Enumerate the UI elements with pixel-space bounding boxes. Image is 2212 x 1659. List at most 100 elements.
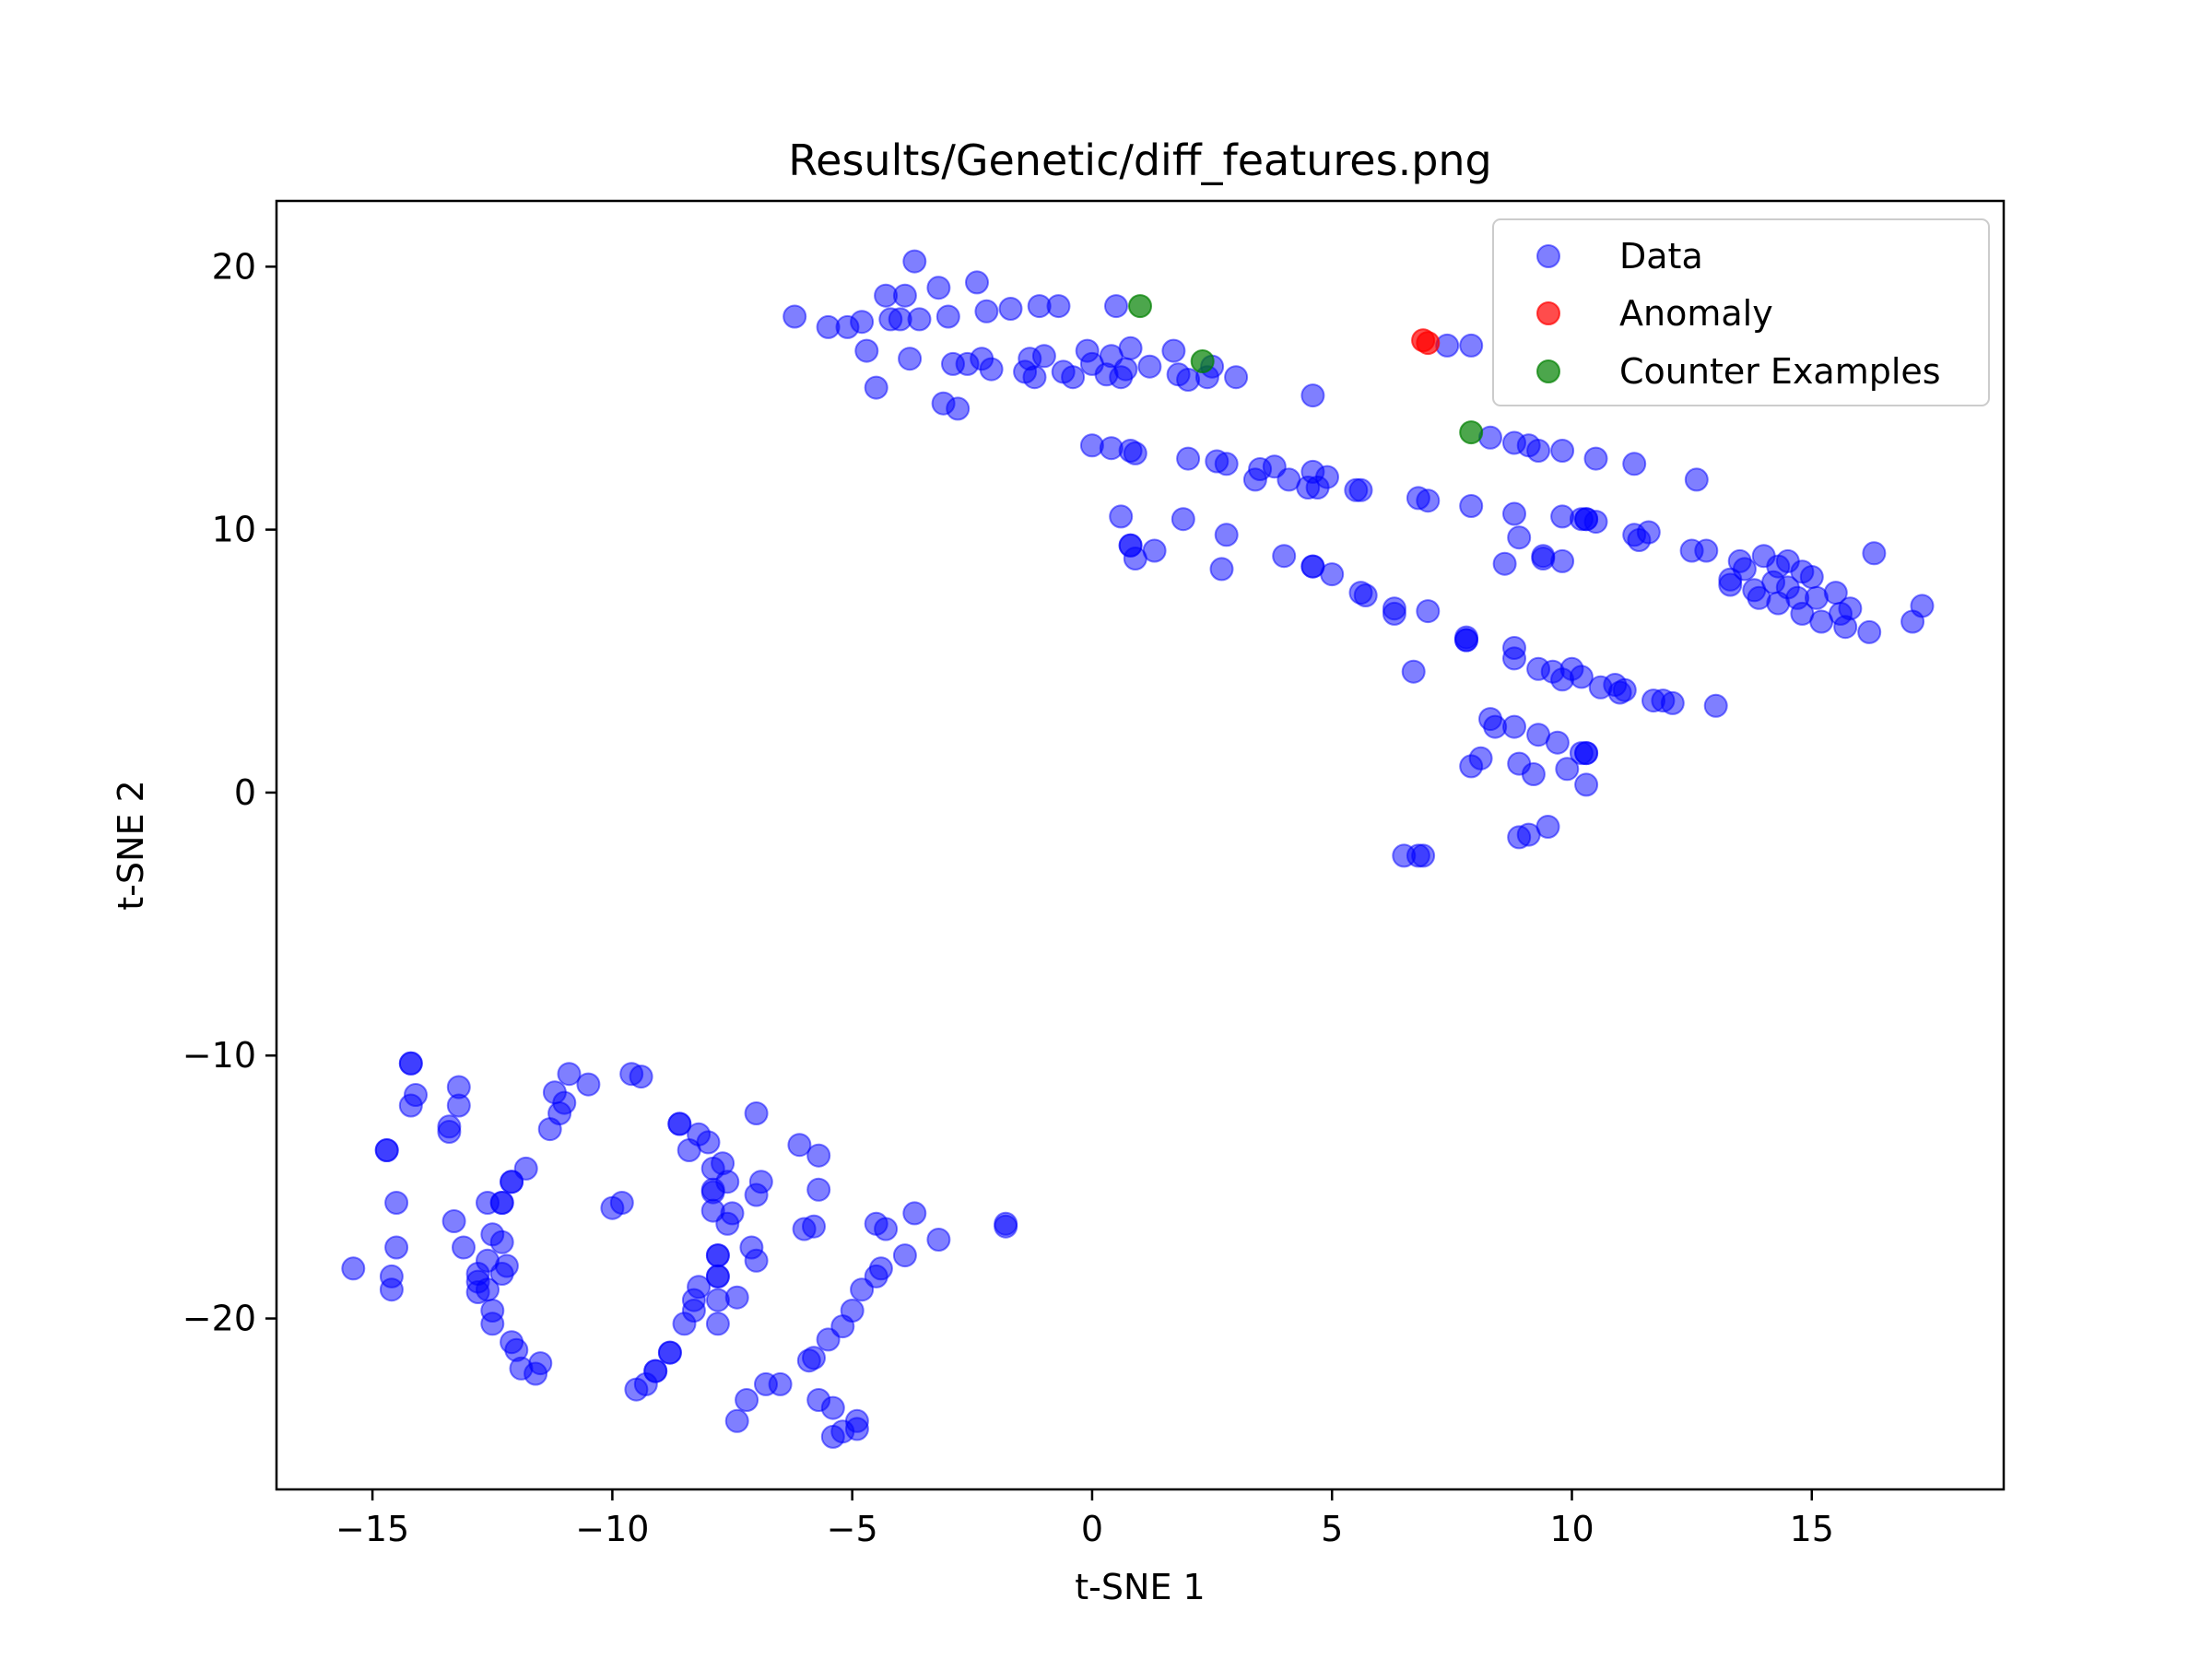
data-point	[802, 1214, 826, 1239]
data-point	[379, 1277, 404, 1302]
data-point	[1555, 757, 1580, 782]
data-point	[446, 1093, 471, 1118]
data-point	[720, 1201, 745, 1226]
data-point	[1502, 714, 1526, 739]
data-point	[552, 1090, 577, 1115]
data-point	[681, 1288, 706, 1312]
data-point	[840, 1299, 865, 1323]
data-point	[1209, 557, 1234, 582]
counter-example-point	[1128, 294, 1152, 319]
data-point	[907, 307, 932, 332]
data-point	[1526, 439, 1551, 463]
data-point	[864, 375, 888, 400]
legend-marker-data	[1536, 244, 1560, 268]
data-point	[724, 1285, 749, 1310]
data-point	[1857, 619, 1882, 644]
data-point	[1454, 628, 1478, 653]
y-axis: −20 −10 0 10 20	[182, 246, 276, 1339]
data-point	[1411, 843, 1436, 868]
data-point	[1694, 538, 1719, 563]
y-tick-label: −10	[182, 1035, 256, 1076]
data-point	[452, 1235, 476, 1260]
data-point	[1118, 533, 1143, 558]
x-axis: −15 −10 −5 0 5 10 15	[335, 1489, 1834, 1549]
data-point	[1574, 772, 1599, 797]
data-point	[398, 1051, 423, 1076]
data-point	[768, 1371, 793, 1396]
data-point	[494, 1253, 519, 1278]
data-point	[998, 297, 1023, 321]
data-point	[1574, 741, 1599, 766]
x-tick-label: 5	[1321, 1509, 1343, 1549]
data-point	[705, 1264, 730, 1288]
data-point	[1214, 452, 1239, 477]
data-point	[935, 304, 960, 329]
data-point	[1838, 596, 1863, 621]
data-point	[806, 1143, 831, 1168]
x-tick-label: 0	[1081, 1509, 1103, 1549]
data-point	[1031, 344, 1056, 369]
data-point	[1113, 357, 1138, 382]
data-point	[705, 1243, 730, 1268]
y-tick-label: −20	[182, 1299, 256, 1339]
data-point	[1300, 383, 1325, 408]
data-point	[902, 1201, 927, 1226]
data-point	[1574, 507, 1599, 532]
data-point	[489, 1230, 514, 1254]
data-point	[1660, 690, 1685, 715]
data-point	[1416, 599, 1441, 624]
data-point	[700, 1180, 725, 1205]
data-point	[404, 1083, 428, 1107]
data-point	[1732, 557, 1757, 582]
data-point	[384, 1191, 409, 1215]
data-point	[782, 304, 807, 329]
data-point	[696, 1130, 721, 1155]
data-point	[820, 1395, 845, 1420]
data-point	[735, 1388, 759, 1412]
data-point	[1171, 507, 1195, 532]
data-point	[1535, 815, 1560, 839]
data-point	[1348, 477, 1373, 502]
counter-example-point	[1190, 349, 1215, 373]
data-point	[1459, 494, 1484, 518]
data-point	[1142, 538, 1167, 563]
data-point	[1046, 294, 1071, 319]
data-point	[480, 1312, 505, 1336]
data-point	[1622, 452, 1647, 477]
data-point	[1315, 465, 1339, 489]
y-axis-label: t-SNE 2	[111, 780, 151, 910]
data-point	[384, 1235, 409, 1260]
data-point	[854, 338, 879, 363]
data-point	[374, 1138, 399, 1162]
data-point	[1684, 467, 1709, 492]
x-tick-label: −15	[335, 1509, 409, 1549]
legend-marker-counter-examples	[1536, 359, 1560, 383]
data-point	[1521, 762, 1546, 786]
counter-example-point	[1459, 420, 1484, 445]
data-point	[1703, 693, 1728, 718]
data-point	[874, 1217, 899, 1241]
legend-marker-anomaly	[1536, 301, 1560, 325]
data-point	[1214, 523, 1239, 547]
x-tick-label: −5	[827, 1509, 878, 1549]
data-point	[557, 1062, 582, 1087]
data-point	[1123, 441, 1147, 465]
data-point	[1416, 488, 1441, 513]
data-point	[902, 249, 927, 274]
data-point	[657, 1340, 682, 1365]
data-point	[576, 1072, 601, 1097]
data-point	[1382, 601, 1406, 626]
x-tick-label: 15	[1790, 1509, 1834, 1549]
legend-label-anomaly: Anomaly	[1619, 293, 1773, 334]
data-point	[1300, 554, 1325, 579]
data-point	[1104, 294, 1128, 319]
data-point	[643, 1359, 668, 1383]
data-point	[1550, 439, 1575, 463]
data-point	[946, 396, 971, 421]
data-point	[1545, 730, 1570, 755]
data-point	[1636, 520, 1661, 545]
data-point	[1459, 754, 1484, 779]
data-point	[437, 1120, 462, 1144]
data-point	[892, 283, 917, 308]
data-point	[1502, 646, 1526, 671]
